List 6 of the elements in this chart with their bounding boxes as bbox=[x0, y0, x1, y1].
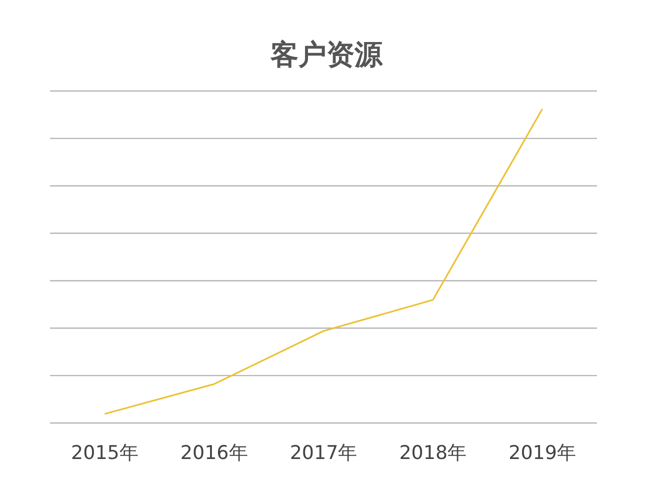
x-tick-label: 2015年 bbox=[71, 442, 138, 464]
x-tick-label: 2018年 bbox=[399, 442, 467, 464]
x-tick-label: 2017年 bbox=[290, 442, 358, 464]
x-tick-label: 2016年 bbox=[180, 442, 248, 464]
x-tick-label: 2019年 bbox=[508, 442, 576, 464]
chart-title: 客户资源 bbox=[270, 38, 384, 71]
